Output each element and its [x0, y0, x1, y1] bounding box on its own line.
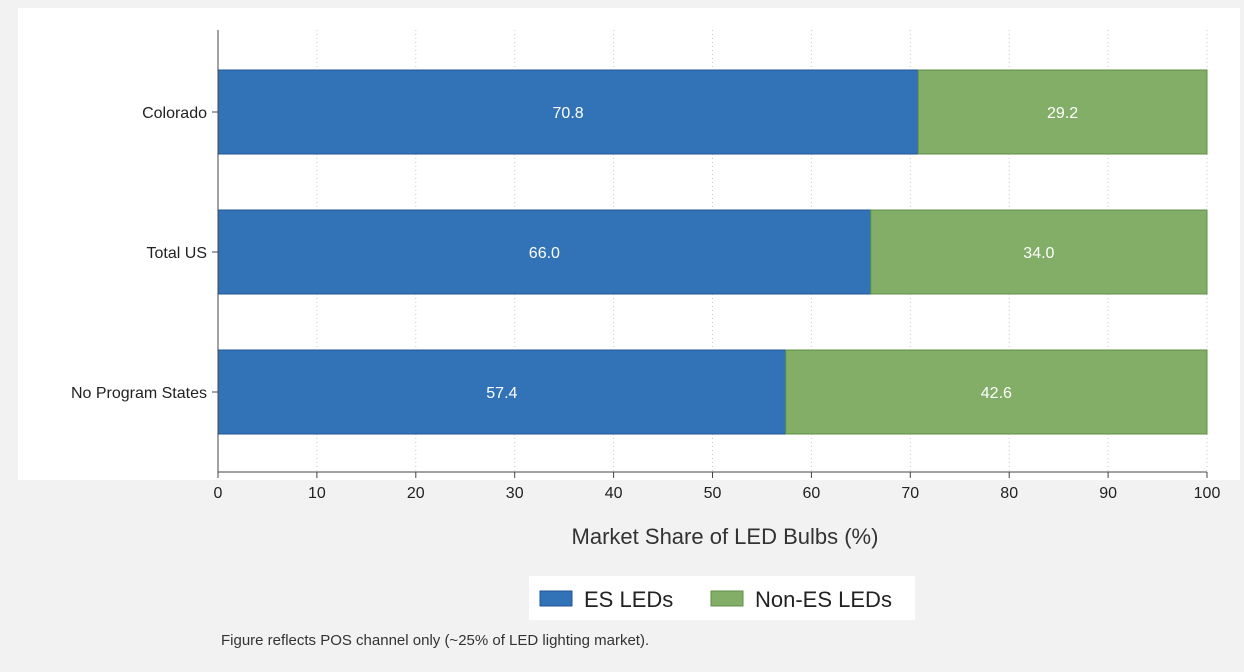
x-tick-label: 0 — [214, 485, 223, 502]
legend: ES LEDs Non-ES LEDs — [529, 576, 915, 620]
bar-non-es-leds-0 — [917, 69, 1208, 155]
legend-label-es-leds: ES LEDs — [584, 587, 673, 612]
x-tick-label: 80 — [1000, 485, 1018, 502]
footnote: Figure reflects POS channel only (~25% o… — [221, 632, 649, 649]
x-tick-label: 90 — [1099, 485, 1117, 502]
x-tick-label: 60 — [803, 485, 821, 502]
x-tick-label: 50 — [704, 485, 722, 502]
legend-swatch-non-es-leds — [710, 590, 744, 607]
category-label: Total US — [147, 245, 207, 262]
x-axis: 0 10 20 30 40 50 60 70 80 90 100 — [214, 30, 1221, 502]
bar-value-label: 42.6 — [981, 385, 1012, 402]
bar-non-es-leds-2 — [785, 349, 1208, 435]
legend-label-non-es-leds: Non-ES LEDs — [755, 587, 892, 612]
category-label: No Program States — [71, 385, 207, 402]
x-tick-label: 20 — [407, 485, 425, 502]
x-tick-label: 10 — [308, 485, 326, 502]
category-axis: Colorado Total US No Program States — [71, 105, 218, 402]
bars: 70.8 29.2 66.0 34.0 57.4 42.6 — [217, 69, 1208, 435]
legend-swatch-es-leds — [539, 590, 573, 607]
bar-value-label: 34.0 — [1023, 245, 1054, 262]
bar-value-label: 66.0 — [529, 245, 560, 262]
bar-value-label: 70.8 — [553, 105, 584, 122]
x-tick-label: 30 — [506, 485, 524, 502]
bar-value-label: 57.4 — [486, 385, 517, 402]
bar-value-label: 29.2 — [1047, 105, 1078, 122]
x-tick-label: 70 — [901, 485, 919, 502]
category-label: Colorado — [142, 105, 207, 122]
bar-es-leds-0 — [217, 69, 919, 155]
x-tick-label: 40 — [605, 485, 623, 502]
bar-non-es-leds-1 — [870, 209, 1208, 295]
x-axis-title: Market Share of LED Bulbs (%) — [572, 524, 879, 549]
x-tick-label: 100 — [1194, 485, 1221, 502]
